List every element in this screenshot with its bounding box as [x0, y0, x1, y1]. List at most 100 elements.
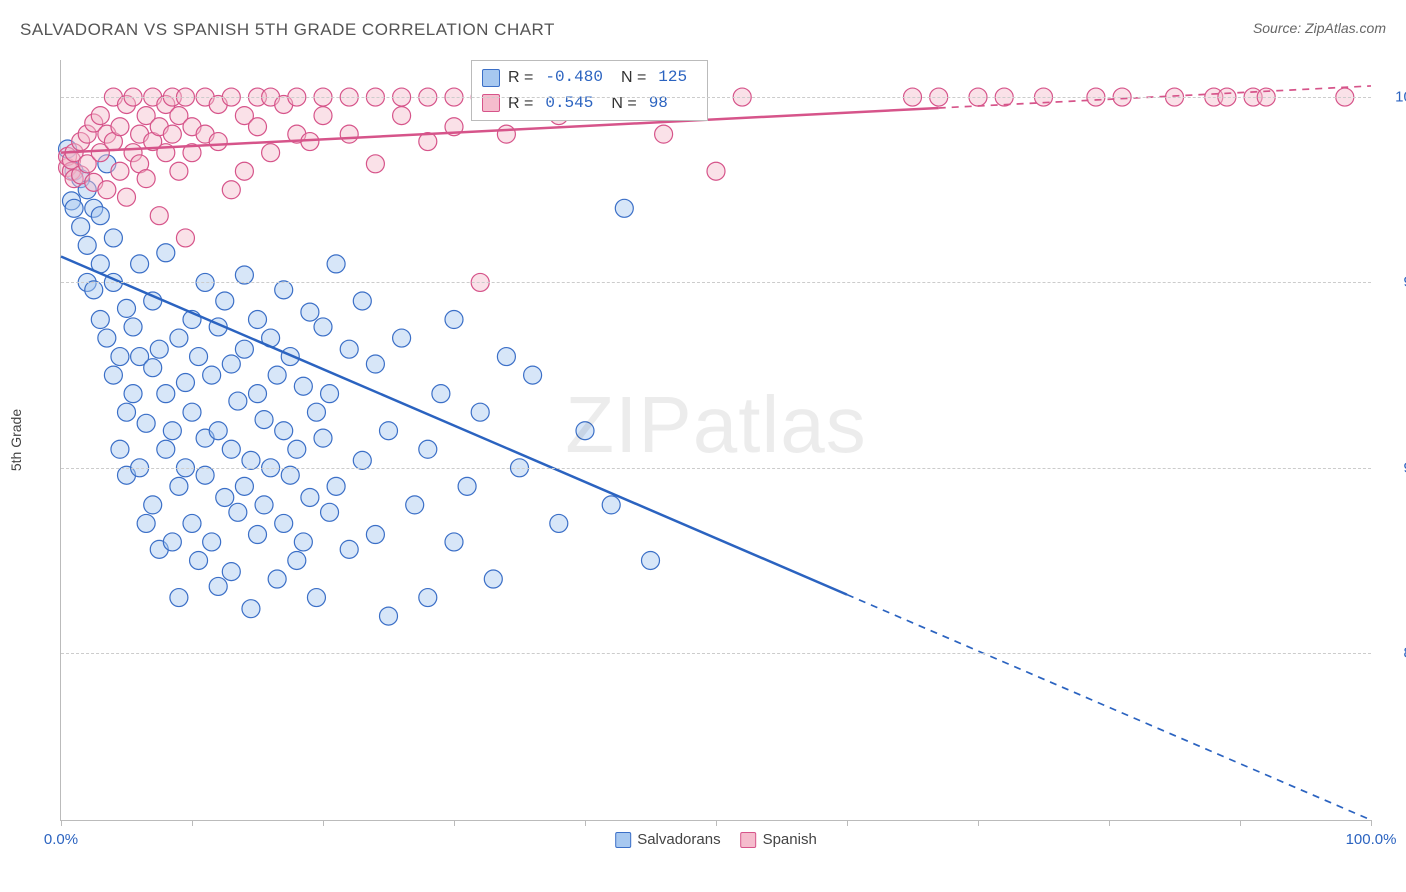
scatter-point-salvadorans: [203, 533, 221, 551]
scatter-point-salvadorans: [183, 514, 201, 532]
scatter-point-salvadorans: [111, 440, 129, 458]
scatter-point-salvadorans: [222, 440, 240, 458]
scatter-point-salvadorans: [203, 366, 221, 384]
scatter-point-salvadorans: [222, 563, 240, 581]
scatter-point-salvadorans: [445, 311, 463, 329]
scatter-point-salvadorans: [497, 348, 515, 366]
scatter-point-salvadorans: [301, 303, 319, 321]
scatter-point-salvadorans: [150, 340, 168, 358]
scatter-point-salvadorans: [111, 348, 129, 366]
stats-r-spanish: 0.545: [545, 91, 593, 117]
scatter-point-spanish: [111, 162, 129, 180]
scatter-point-salvadorans: [124, 318, 142, 336]
legend-item-salvadorans[interactable]: Salvadorans: [615, 831, 720, 848]
scatter-point-salvadorans: [419, 440, 437, 458]
gridline: [61, 653, 1371, 654]
scatter-point-salvadorans: [353, 451, 371, 469]
scatter-point-spanish: [91, 107, 109, 125]
scatter-point-salvadorans: [275, 422, 293, 440]
scatter-point-salvadorans: [124, 385, 142, 403]
xtick: [847, 820, 848, 826]
scatter-point-spanish: [314, 107, 332, 125]
scatter-point-salvadorans: [602, 496, 620, 514]
scatter-point-salvadorans: [314, 318, 332, 336]
scatter-point-salvadorans: [242, 600, 260, 618]
xtick: [61, 820, 62, 826]
gridline: [61, 97, 1371, 98]
scatter-point-salvadorans: [216, 488, 234, 506]
scatter-point-salvadorans: [229, 503, 247, 521]
scatter-point-salvadorans: [321, 503, 339, 521]
stats-row-salvadorans: R = -0.480 N = 125: [482, 65, 697, 91]
scatter-point-salvadorans: [249, 311, 267, 329]
scatter-point-salvadorans: [524, 366, 542, 384]
xtick: [323, 820, 324, 826]
scatter-point-salvadorans: [255, 411, 273, 429]
scatter-point-spanish: [170, 162, 188, 180]
scatter-point-spanish: [393, 107, 411, 125]
scatter-point-salvadorans: [137, 414, 155, 432]
scatter-point-salvadorans: [321, 385, 339, 403]
scatter-point-salvadorans: [445, 533, 463, 551]
xtick: [1240, 820, 1241, 826]
ytick-label: 85.0%: [1376, 645, 1406, 662]
scatter-point-spanish: [249, 118, 267, 136]
scatter-point-salvadorans: [340, 340, 358, 358]
scatter-point-spanish: [163, 125, 181, 143]
scatter-point-salvadorans: [327, 255, 345, 273]
source-attribution: Source: ZipAtlas.com: [1253, 20, 1386, 36]
scatter-point-salvadorans: [268, 366, 286, 384]
scatter-point-salvadorans: [249, 385, 267, 403]
scatter-point-spanish: [340, 125, 358, 143]
scatter-point-salvadorans: [170, 589, 188, 607]
scatter-point-salvadorans: [294, 377, 312, 395]
scatter-point-salvadorans: [275, 514, 293, 532]
scatter-point-spanish: [707, 162, 725, 180]
xtick: [454, 820, 455, 826]
scatter-point-salvadorans: [340, 540, 358, 558]
scatter-point-salvadorans: [131, 255, 149, 273]
scatter-point-spanish: [497, 125, 515, 143]
scatter-point-salvadorans: [209, 577, 227, 595]
scatter-point-salvadorans: [183, 403, 201, 421]
scatter-point-salvadorans: [176, 374, 194, 392]
scatter-point-salvadorans: [85, 281, 103, 299]
scatter-point-salvadorans: [170, 329, 188, 347]
scatter-point-salvadorans: [235, 340, 253, 358]
scatter-point-salvadorans: [229, 392, 247, 410]
scatter-point-salvadorans: [471, 403, 489, 421]
scatter-point-salvadorans: [255, 496, 273, 514]
scatter-point-salvadorans: [144, 359, 162, 377]
scatter-point-salvadorans: [301, 488, 319, 506]
legend-item-spanish[interactable]: Spanish: [741, 831, 817, 848]
scatter-point-spanish: [262, 144, 280, 162]
ytick-label: 100.0%: [1376, 89, 1406, 106]
scatter-point-salvadorans: [249, 526, 267, 544]
scatter-point-spanish: [118, 188, 136, 206]
legend: Salvadorans Spanish: [615, 831, 817, 848]
chart-title: SALVADORAN VS SPANISH 5TH GRADE CORRELAT…: [20, 20, 555, 39]
scatter-point-salvadorans: [275, 281, 293, 299]
scatter-point-salvadorans: [190, 348, 208, 366]
scatter-point-spanish: [111, 118, 129, 136]
y-axis-label: 5th Grade: [8, 409, 24, 471]
scatter-point-salvadorans: [118, 403, 136, 421]
xtick: [1109, 820, 1110, 826]
legend-label-salvadorans: Salvadorans: [637, 831, 720, 848]
xtick: [1371, 820, 1372, 826]
scatter-point-salvadorans: [222, 355, 240, 373]
gridline: [61, 468, 1371, 469]
scatter-point-salvadorans: [288, 551, 306, 569]
scatter-point-salvadorans: [642, 551, 660, 569]
scatter-point-spanish: [235, 162, 253, 180]
scatter-point-salvadorans: [419, 589, 437, 607]
stats-n-salvadorans: 125: [658, 65, 687, 91]
scatter-point-salvadorans: [458, 477, 476, 495]
scatter-point-salvadorans: [366, 355, 384, 373]
scatter-point-salvadorans: [484, 570, 502, 588]
scatter-point-salvadorans: [163, 422, 181, 440]
scatter-point-salvadorans: [242, 451, 260, 469]
scatter-point-salvadorans: [72, 218, 90, 236]
scatter-point-salvadorans: [163, 533, 181, 551]
scatter-point-spanish: [209, 133, 227, 151]
